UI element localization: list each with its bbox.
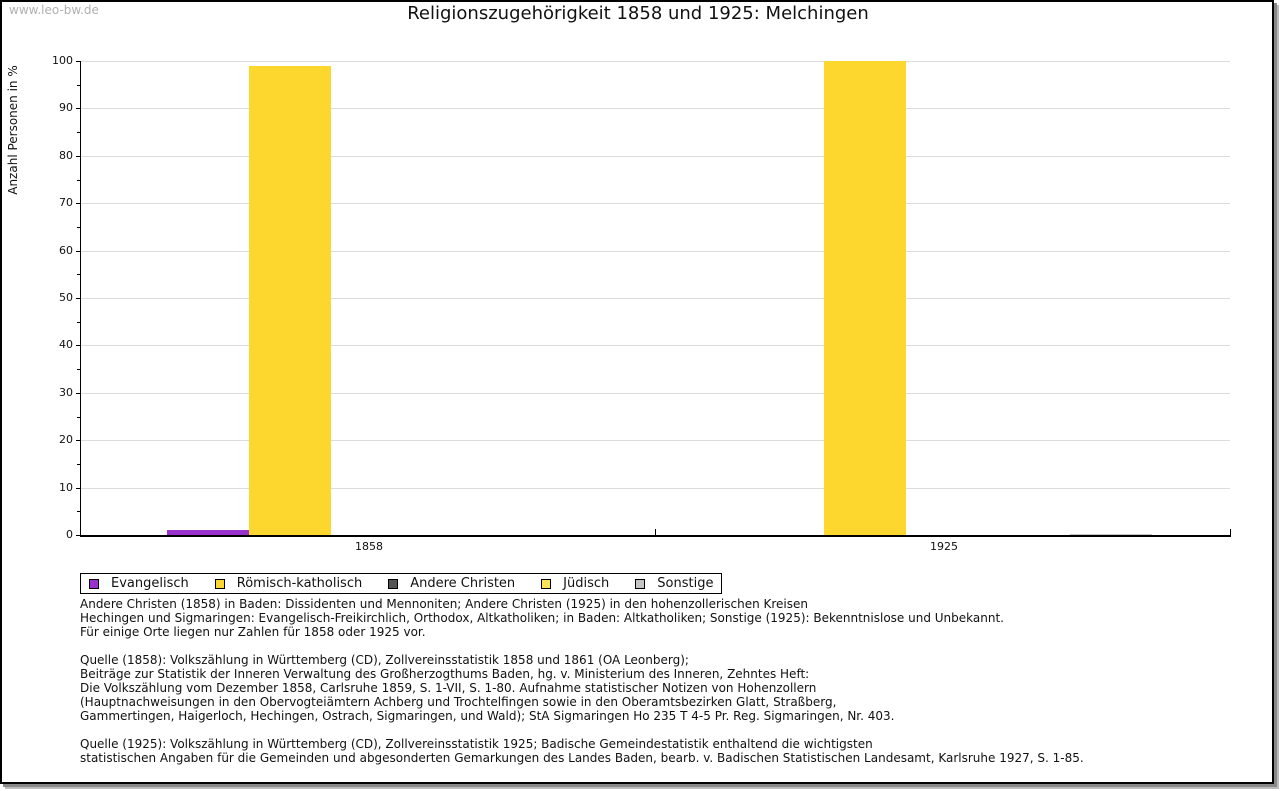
y-tick-major [76,108,81,109]
y-tick-minor [77,417,81,418]
gridline [81,488,1230,489]
y-tick-minor [77,464,81,465]
gridline [81,61,1230,62]
gridline [81,108,1230,109]
gridline [81,203,1230,204]
gridline [81,251,1230,252]
y-tick-major [76,345,81,346]
source-1925-line: Quelle (1925): Volkszählung in Württembe… [80,737,873,751]
legend-swatch-roemisch-katholisch [214,578,225,589]
y-tick-minor [77,274,81,275]
x-group-divider [655,529,656,536]
source-1925-line: statistischen Angaben für die Gemeinden … [80,751,1084,765]
gridline [81,440,1230,441]
legend-swatch-andere-christen [388,578,399,589]
y-tick-major [76,156,81,157]
y-tick-label: 30 [59,386,73,399]
y-tick-label: 60 [59,244,73,257]
x-tick-label-1925: 1925 [930,540,958,553]
gridline [81,156,1230,157]
legend: Evangelisch Römisch-katholisch Andere Ch… [80,573,723,594]
legend-label: Römisch-katholisch [236,576,363,591]
legend-swatch-evangelisch [89,578,99,589]
plot-area [81,61,1230,535]
source-1858-line: Beiträge zur Statistik der Inneren Verwa… [80,667,810,681]
y-tick-major [76,203,81,204]
y-tick-label: 90 [59,101,73,114]
legend-item-evangelisch[interactable]: Evangelisch [89,576,189,591]
bar-1925-sonstige[interactable] [1070,534,1152,535]
y-tick-major [76,251,81,252]
legend-swatch-sonstige [635,578,646,589]
gridline [81,298,1230,299]
y-tick-label: 100 [52,54,73,67]
y-tick-minor [77,369,81,370]
note-line: Hechingen und Sigmaringen: Evangelisch-F… [80,611,1004,625]
y-axis-label: Anzahl Personen in % [6,65,20,195]
source-1858-line: Die Volkszählung vom Dezember 1858, Carl… [80,681,817,695]
y-tick-minor [77,322,81,323]
x-axis-end-tick [1230,529,1231,536]
legend-label: Evangelisch [111,576,189,591]
source-1858-line: (Hauptnachweisungen in den Obervogteiämt… [80,695,837,709]
gridline [81,393,1230,394]
legend-item-andere-christen[interactable]: Andere Christen [388,576,515,591]
x-axis [80,535,1231,537]
y-tick-major [76,393,81,394]
legend-swatch-juedisch [541,578,552,589]
y-tick-label: 40 [59,338,73,351]
legend-item-roemisch-katholisch[interactable]: Römisch-katholisch [214,576,363,591]
x-tick-label-1858: 1858 [355,540,383,553]
y-tick-label: 0 [66,528,73,541]
note-line: Für einige Orte liegen nur Zahlen für 18… [80,625,426,639]
legend-label: Sonstige [657,576,714,591]
chart-title: Religionszugehörigkeit 1858 und 1925: Me… [407,3,869,24]
legend-item-juedisch[interactable]: Jüdisch [541,576,609,591]
source-1858-line: Gammertingen, Haigerloch, Hechingen, Ost… [80,709,895,723]
y-tick-major [76,61,81,62]
bar-1858-r-misch-katholisch[interactable] [249,66,331,535]
y-tick-label: 70 [59,196,73,209]
y-tick-major [76,488,81,489]
y-tick-minor [77,227,81,228]
y-tick-label: 10 [59,481,73,494]
legend-label: Jüdisch [563,576,610,591]
y-tick-minor [77,85,81,86]
y-tick-label: 20 [59,433,73,446]
note-line: Andere Christen (1858) in Baden: Disside… [80,597,808,611]
y-tick-major [76,298,81,299]
y-tick-minor [77,511,81,512]
bar-1858-evangelisch[interactable] [167,530,249,535]
notes: Andere Christen (1858) in Baden: Disside… [80,597,1260,765]
y-tick-minor [77,180,81,181]
y-tick-label: 80 [59,149,73,162]
y-tick-label: 50 [59,291,73,304]
y-tick-major [76,440,81,441]
source-1858-line: Quelle (1858): Volkszählung in Württembe… [80,653,689,667]
watermark: www.leo-bw.de [9,3,99,17]
y-tick-major [76,535,81,536]
legend-item-sonstige[interactable]: Sonstige [635,576,713,591]
gridline [81,345,1230,346]
y-tick-minor [77,132,81,133]
y-axis [80,61,81,536]
legend-label: Andere Christen [410,576,516,591]
bar-1925-r-misch-katholisch[interactable] [824,61,906,535]
